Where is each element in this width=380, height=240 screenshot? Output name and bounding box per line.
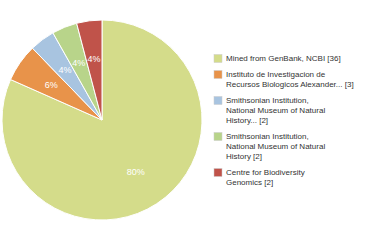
legend-swatch (214, 169, 222, 177)
legend-swatch (214, 55, 222, 63)
slices (2, 20, 202, 220)
legend-item: Smithsonian Institution,National Museum … (214, 132, 325, 161)
pie-chart: 80%6%4%4%4%Mined from GenBank, NCBI [36]… (0, 0, 380, 240)
legend-swatch (214, 97, 222, 105)
legend-item: Centre for BiodiversityGenomics [2] (214, 168, 305, 187)
legend-item: Smithsonian Institution,National Museum … (214, 96, 325, 125)
pie-slice (2, 20, 202, 220)
legend-label: Smithsonian Institution,National Museum … (226, 132, 325, 161)
legend: Mined from GenBank, NCBI [36] Instituto d… (214, 54, 354, 187)
slice-label: 6% (45, 80, 58, 90)
pie-slice (77, 20, 102, 120)
page: {"chart_data": {"type": "pie", "categori… (0, 0, 380, 240)
legend-item: Instituto de Investigacion deRecursos Bi… (214, 70, 354, 89)
slice-label: 80% (127, 167, 145, 177)
slice-label: 4% (72, 58, 85, 68)
chart-container: 80%6%4%4%4%Mined from GenBank, NCBI [36]… (0, 0, 380, 240)
legend-swatch (214, 133, 222, 141)
legend-label: Mined from GenBank, NCBI [36] (226, 54, 341, 63)
legend-label: Centre for BiodiversityGenomics [2] (226, 168, 305, 187)
legend-label: Smithsonian Institution,National Museum … (226, 96, 325, 125)
slice-label: 4% (58, 65, 71, 75)
legend-swatch (214, 71, 222, 79)
legend-label: Instituto de Investigacion deRecursos Bi… (226, 70, 354, 89)
legend-item: Mined from GenBank, NCBI [36] (214, 54, 341, 63)
slice-labels: 80%6%4%4%4% (45, 54, 145, 177)
slice-label: 4% (88, 54, 101, 64)
